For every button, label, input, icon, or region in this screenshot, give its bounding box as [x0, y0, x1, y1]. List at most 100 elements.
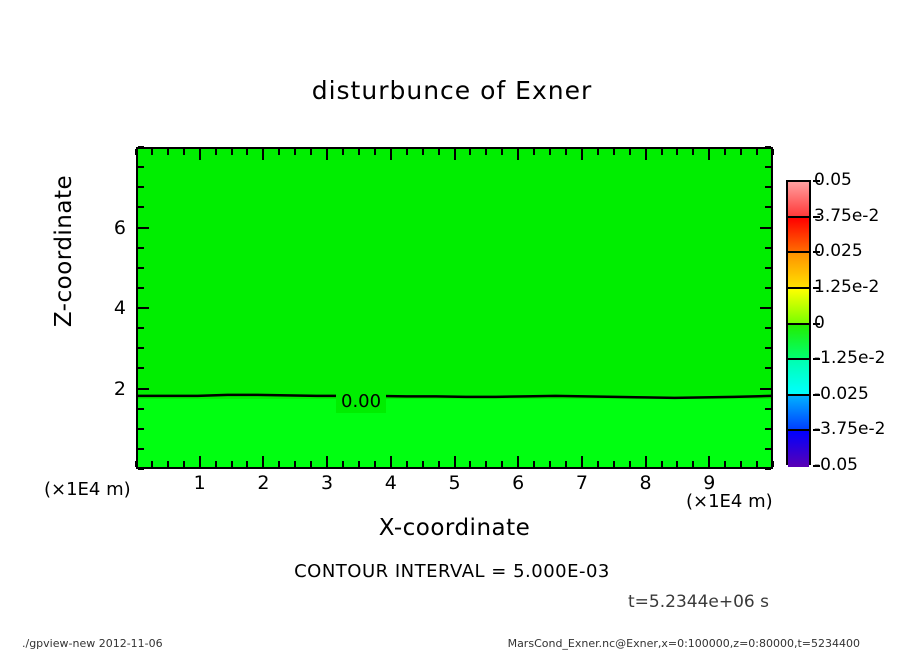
axis-tick: [135, 149, 137, 155]
axis-tick: [533, 149, 536, 155]
axis-tick: [373, 461, 376, 467]
axis-tick: [262, 149, 265, 160]
axis-tick: [760, 226, 771, 229]
axis-tick: [453, 149, 456, 160]
axis-tick: [644, 456, 647, 467]
contour-line: [138, 149, 771, 467]
timestamp-text: t=5.2344e+06 s: [628, 592, 769, 612]
axis-tick: [373, 149, 376, 155]
axis-tick: [765, 146, 771, 148]
axis-tick: [517, 456, 520, 467]
axis-tick: [262, 456, 265, 467]
axis-tick: [628, 149, 631, 155]
colorbar-tick: [813, 322, 820, 325]
axis-tick: [765, 468, 771, 470]
axis-tick: [135, 461, 137, 467]
colorbar-tick-label: 3.75e-2: [814, 205, 880, 226]
footer-datasource: MarsCond_Exner.nc@Exner,x=0:100000,z=0:8…: [507, 637, 860, 650]
y-axis-title: Z-coordinate: [51, 174, 77, 328]
axis-tick: [150, 461, 153, 467]
axis-tick: [740, 149, 743, 155]
axis-tick: [533, 461, 536, 467]
axis-tick: [485, 149, 488, 155]
colorbar-band: [788, 217, 809, 254]
axis-tick: [230, 461, 233, 467]
colorbar-tick-label: -1.25e-2: [814, 348, 886, 369]
axis-tick: [166, 149, 169, 155]
colorbar-tick: [813, 393, 820, 396]
axis-tick: [580, 149, 583, 160]
colorbar-tick-label: 0.025: [814, 241, 863, 262]
page-title: disturbunce of Exner: [311, 76, 593, 105]
axis-tick: [294, 461, 297, 467]
y-tick-label: 2: [113, 377, 126, 400]
axis-tick: [150, 149, 153, 155]
colorbar-band: [788, 431, 809, 467]
axis-tick: [437, 149, 440, 155]
axis-tick: [342, 461, 345, 467]
colorbar-tick: [813, 429, 820, 432]
axis-tick: [138, 286, 144, 289]
contour-level-label: 0.00: [336, 390, 387, 413]
axis-tick: [765, 206, 771, 209]
colorbar-tick-label: -0.025: [814, 383, 869, 404]
axis-tick: [765, 347, 771, 350]
axis-tick: [676, 149, 679, 155]
axis-tick: [138, 307, 149, 309]
axis-tick: [765, 447, 771, 450]
colorbar-tick-label: -3.75e-2: [814, 419, 886, 440]
axis-tick: [138, 146, 144, 148]
axis-tick: [138, 387, 149, 390]
axis-tick: [214, 149, 217, 155]
axis-tick: [138, 206, 144, 209]
axis-tick: [517, 149, 520, 160]
x-tick-label: 3: [321, 472, 334, 494]
axis-tick: [549, 461, 552, 467]
axis-tick: [765, 327, 771, 330]
axis-tick: [765, 246, 771, 249]
axis-tick: [564, 149, 567, 155]
y-tick-label: 6: [113, 216, 126, 239]
axis-tick: [765, 286, 771, 289]
colorbar-band: [788, 395, 809, 432]
axis-tick: [138, 347, 144, 350]
axis-tick: [166, 461, 169, 467]
x-tick-label: 1: [193, 472, 206, 494]
colorbar-band: [788, 360, 809, 396]
colorbar-tick: [813, 180, 820, 182]
axis-tick: [469, 461, 472, 467]
colorbar-band: [788, 288, 809, 325]
axis-tick: [756, 461, 759, 467]
axis-tick: [501, 149, 504, 155]
colorbar-tick: [813, 286, 820, 289]
colorbar-band: [788, 182, 809, 218]
footer-command: ./gpview-new 2012-11-06: [22, 637, 163, 650]
x-tick-label: 6: [512, 472, 525, 494]
axis-tick: [549, 149, 552, 155]
colorbar-tick: [813, 251, 820, 254]
axis-tick: [357, 149, 360, 155]
axis-tick: [138, 226, 149, 229]
axis-tick: [230, 149, 233, 155]
axis-tick: [453, 456, 456, 467]
x-tick-label: 4: [384, 472, 397, 494]
axis-tick: [756, 149, 759, 155]
contour-field-lower: [138, 399, 771, 467]
x-axis-unit-left: (×1E4 m): [44, 479, 131, 500]
axis-tick: [676, 461, 679, 467]
axis-tick: [564, 461, 567, 467]
colorbar-tick-label: 1.25e-2: [814, 276, 880, 297]
colorbar-tick-label: 0.05: [814, 170, 852, 190]
axis-tick: [760, 307, 771, 309]
axis-tick: [708, 149, 711, 160]
axis-tick: [692, 149, 695, 155]
axis-tick: [342, 149, 345, 155]
contour-interval-text: CONTOUR INTERVAL = 5.000E-03: [294, 561, 610, 582]
axis-tick: [421, 461, 424, 467]
axis-tick: [389, 149, 392, 160]
axis-tick: [765, 427, 771, 430]
axis-tick: [278, 149, 281, 155]
axis-tick: [182, 461, 185, 467]
colorbar-band: [788, 324, 809, 361]
colorbar-tick: [813, 358, 820, 361]
